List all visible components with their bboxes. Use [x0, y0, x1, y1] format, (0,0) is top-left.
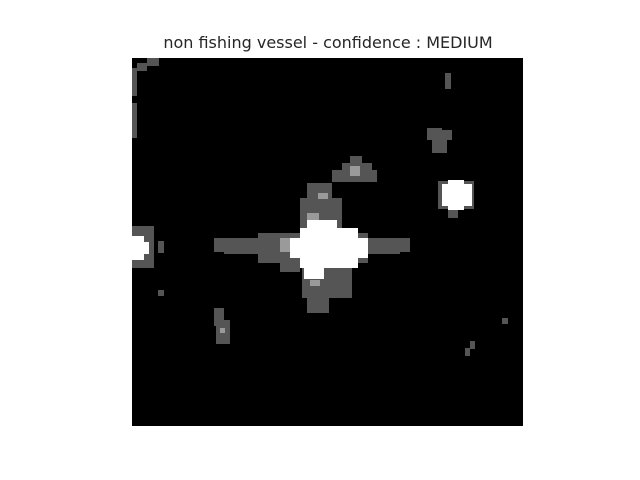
plot-title: non fishing vessel - confidence : MEDIUM: [163, 33, 493, 52]
vessel-core: [290, 220, 368, 279]
sar-image-canvas: [132, 58, 523, 426]
bottom-right-specks: [465, 318, 508, 356]
top-right-returns: [427, 73, 452, 153]
sar-image: [132, 58, 523, 426]
